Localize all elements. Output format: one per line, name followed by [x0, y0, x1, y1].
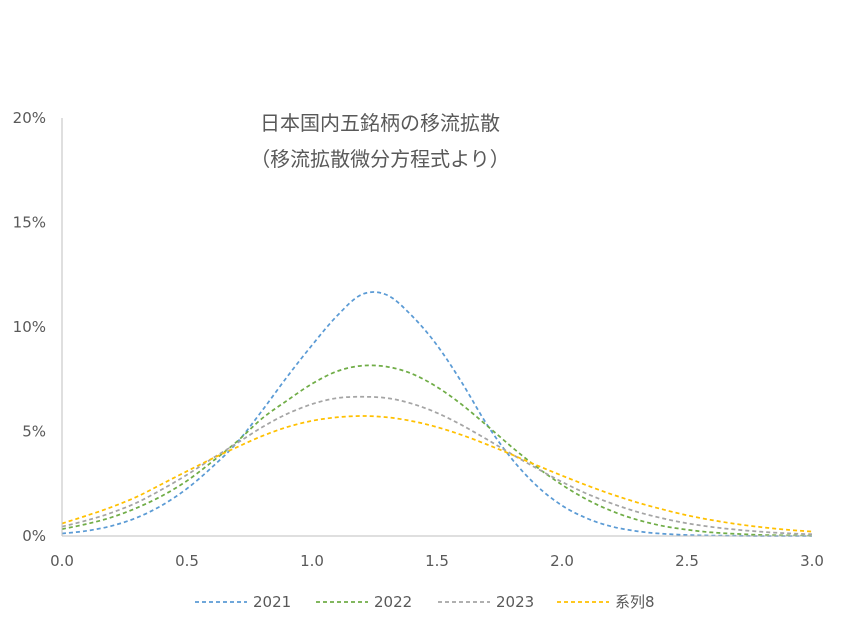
legend-label: 系列8 [615, 593, 655, 611]
x-tick-label: 0.5 [175, 552, 199, 570]
x-tick-label: 3.0 [800, 552, 824, 570]
series-lines [61, 291, 813, 537]
y-tick-label: 5% [22, 423, 46, 441]
x-tick-label: 1.0 [300, 552, 324, 570]
chart-title: 日本国内五銘柄の移流拡散 [260, 111, 500, 135]
series-line-2021 [61, 291, 812, 537]
y-tick-label: 10% [13, 318, 46, 336]
y-tick-label: 15% [13, 214, 46, 232]
legend-label: 2023 [496, 593, 534, 611]
x-tick-label: 2.0 [550, 552, 574, 570]
x-tick-label: 0.0 [50, 552, 74, 570]
legend-label: 2022 [374, 593, 412, 611]
chart-subtitle: （移流拡散微分方程式より） [250, 147, 510, 171]
x-axis-tick-labels: 0.0 0.5 1.0 1.5 2.0 2.5 3.0 [50, 552, 824, 570]
x-tick-label: 1.5 [425, 552, 449, 570]
series-line-系列8 [61, 415, 813, 533]
series-line-2023 [61, 395, 813, 536]
x-tick-label: 2.5 [675, 552, 699, 570]
y-tick-label: 20% [13, 109, 46, 127]
series-line-2022 [61, 364, 813, 537]
y-axis-tick-labels: 0% 5% 10% 15% 20% [13, 109, 46, 545]
legend: 2021 2022 2023 系列8 [195, 593, 655, 611]
y-tick-label: 0% [22, 527, 46, 545]
legend-label: 2021 [253, 593, 291, 611]
